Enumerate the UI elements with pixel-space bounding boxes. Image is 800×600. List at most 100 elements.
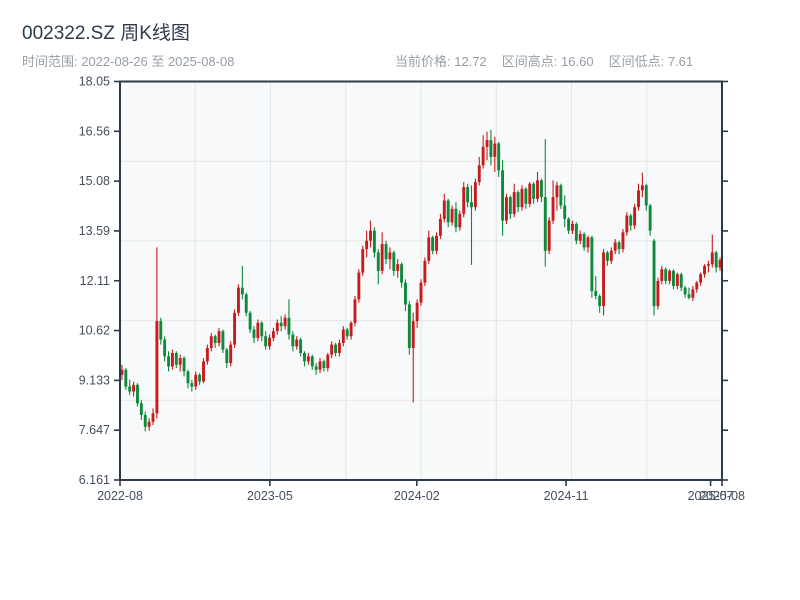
candle-down xyxy=(310,356,314,367)
x-tick-label: 2025-07 xyxy=(688,489,734,503)
candle-up xyxy=(353,299,357,323)
y-tick-label: 10.62 xyxy=(79,324,110,338)
candle-up xyxy=(170,352,174,367)
y-tick-label: 16.56 xyxy=(79,124,110,138)
candle-up xyxy=(419,282,423,303)
candle-down xyxy=(590,237,594,291)
candle-up xyxy=(326,354,330,369)
y-tick-label: 12.11 xyxy=(80,274,110,288)
candle-down xyxy=(516,192,520,208)
candle-up xyxy=(411,321,415,348)
candle-down xyxy=(404,282,407,305)
candle-up xyxy=(229,344,233,364)
candle-up xyxy=(706,264,710,266)
candle-down xyxy=(303,352,306,362)
candle-down xyxy=(174,352,178,365)
stats-row: 当前价格: 12.72 区间高点: 16.60 区间低点: 7.61 xyxy=(395,51,693,70)
candle-up xyxy=(237,287,240,313)
candle-up xyxy=(155,321,159,414)
candle-down xyxy=(501,170,505,221)
candle-down xyxy=(497,143,501,171)
candle-up xyxy=(586,237,590,248)
candle-up xyxy=(268,337,271,347)
candle-down xyxy=(128,386,132,392)
candle-up xyxy=(438,218,442,236)
range-low-label: 区间低点: xyxy=(608,54,665,69)
candle-down xyxy=(400,264,404,283)
candle-up xyxy=(640,185,644,191)
candle-down xyxy=(629,215,633,226)
candle-up xyxy=(423,260,427,283)
candle-up xyxy=(349,322,353,337)
candle-up xyxy=(120,369,124,375)
candle-up xyxy=(330,344,334,355)
candle-up xyxy=(275,322,279,332)
candle-down xyxy=(664,269,668,281)
candle-up xyxy=(710,252,714,265)
candle-down xyxy=(376,252,380,271)
candle-down xyxy=(225,349,229,364)
candle-down xyxy=(466,187,470,203)
range-high-value: 16.60 xyxy=(561,54,594,69)
candle-up xyxy=(473,182,477,208)
candle-up xyxy=(271,331,275,338)
candle-up xyxy=(458,213,462,228)
candle-up xyxy=(633,207,637,226)
candle-down xyxy=(644,185,648,206)
candle-up xyxy=(147,421,151,427)
candle-down xyxy=(574,223,578,241)
candle-up xyxy=(306,356,310,362)
x-tick-label: 2023-05 xyxy=(247,489,293,503)
candle-up xyxy=(396,264,400,271)
candle-down xyxy=(345,329,349,337)
candle-down xyxy=(384,244,388,260)
candle-down xyxy=(539,180,543,198)
candle-up xyxy=(656,280,660,307)
candle-up xyxy=(388,252,392,260)
candle-up xyxy=(625,215,629,233)
candle-down xyxy=(446,200,450,223)
candle-up xyxy=(361,249,365,273)
candle-down xyxy=(221,331,225,350)
candle-up xyxy=(551,197,555,221)
candle-down xyxy=(714,252,718,268)
candle-down xyxy=(567,218,571,231)
y-tick-label: 6.161 xyxy=(79,473,110,487)
candle-down xyxy=(260,322,264,337)
candle-down xyxy=(124,369,128,387)
candle-down xyxy=(594,290,598,297)
candle-down xyxy=(167,356,170,367)
candle-up xyxy=(202,361,205,382)
candle-down xyxy=(598,296,602,307)
candle-up xyxy=(571,223,574,231)
candle-down xyxy=(240,287,244,295)
y-tick-label: 9.133 xyxy=(79,373,110,387)
candle-down xyxy=(407,304,411,348)
candle-up xyxy=(415,302,419,322)
candle-up xyxy=(637,190,640,208)
candle-up xyxy=(194,374,198,387)
range-low-value: 7.61 xyxy=(667,54,694,69)
candle-down xyxy=(563,205,567,219)
candle-up xyxy=(691,289,695,298)
candle-down xyxy=(136,384,139,404)
candle-up xyxy=(205,347,209,362)
candle-up xyxy=(660,269,664,281)
candle-down xyxy=(508,197,512,214)
candle-up xyxy=(283,317,287,327)
y-tick-label: 18.05 xyxy=(79,75,110,89)
candle-down xyxy=(559,185,563,206)
candle-up xyxy=(369,230,372,241)
candle-down xyxy=(143,415,147,427)
candle-down xyxy=(683,287,687,295)
candle-up xyxy=(450,208,454,223)
candle-down xyxy=(392,252,396,271)
candle-up xyxy=(318,361,322,370)
candle-up xyxy=(217,331,221,343)
candle-up xyxy=(547,220,551,251)
candle-up xyxy=(555,185,559,198)
y-tick-label: 7.647 xyxy=(79,423,110,437)
candle-up xyxy=(520,188,524,208)
range-high-label: 区间高点: xyxy=(501,54,558,69)
